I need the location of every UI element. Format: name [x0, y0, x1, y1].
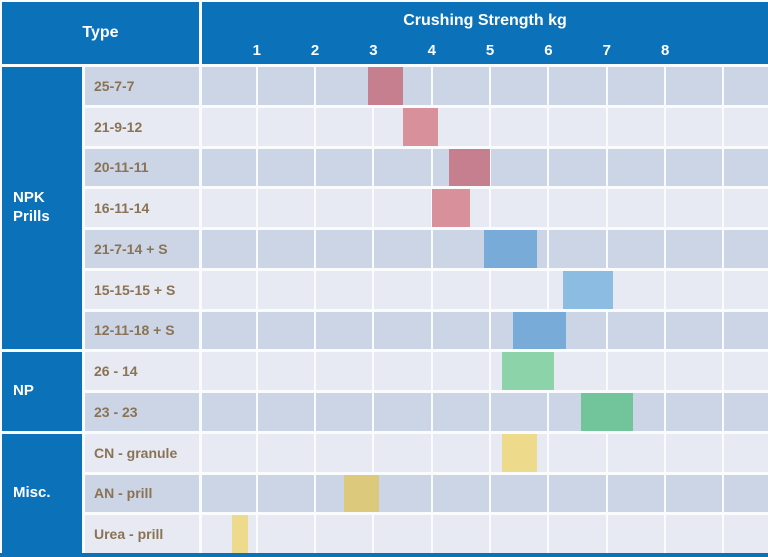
grid-row — [202, 230, 768, 268]
range-bar — [367, 67, 403, 105]
row-label: AN - prill — [85, 474, 199, 513]
range-bar — [449, 148, 491, 187]
grid-row — [202, 67, 768, 105]
row-label: 15-15-15 + S — [85, 270, 199, 309]
row-label: CN - granule — [85, 433, 199, 472]
range-bar — [580, 393, 634, 431]
grid-row — [202, 433, 768, 472]
group-column: NPK Prills NP Misc. — [2, 67, 82, 553]
chart-header: Type Crushing Strength kg 1 2 3 4 5 6 7 8 — [2, 2, 768, 64]
range-bar — [431, 189, 470, 227]
type-column-header-label: Type — [82, 24, 119, 41]
range-bar — [513, 311, 566, 350]
grid-row — [202, 270, 768, 309]
axis-tick-row: 1 2 3 4 5 6 7 8 — [202, 36, 768, 64]
axis-tick-label: 8 — [660, 42, 670, 59]
range-bar — [344, 474, 380, 513]
range-bar — [484, 230, 537, 268]
grid-row — [202, 311, 768, 350]
axis-tick-label: 1 — [252, 42, 261, 59]
axis-tick-label: 3 — [369, 42, 378, 59]
group-cell-misc: Misc. — [2, 433, 82, 553]
row-label: 12-11-18 + S — [85, 311, 199, 350]
row-label: 25-7-7 — [85, 67, 199, 105]
grid-row — [202, 515, 768, 553]
chart-body: NPK Prills NP Misc. 25-7-7 21-9-12 20-11-11 1… — [2, 67, 768, 553]
row-label: 21-9-12 — [85, 107, 199, 146]
row-label: 16-11-14 — [85, 189, 199, 227]
axis-title: Crushing Strength kg — [403, 12, 567, 29]
axis-tick-label: 2 — [310, 42, 320, 59]
axis-tick-label: 7 — [602, 42, 611, 59]
grid-row — [202, 393, 768, 431]
grid-row — [202, 474, 768, 513]
row-label: 20-11-11 — [85, 148, 199, 187]
axis-tick-label: 6 — [544, 42, 553, 59]
range-bar — [563, 270, 613, 309]
range-bar — [402, 107, 438, 146]
axis-header: Crushing Strength kg 1 2 3 4 5 6 7 8 — [202, 2, 768, 64]
grid-row — [202, 352, 768, 390]
range-bar — [501, 352, 555, 390]
axis-tick-label: 5 — [485, 42, 495, 59]
plot-area — [202, 67, 768, 553]
group-cell-npk-prills: NPK Prills — [2, 67, 82, 350]
range-bar — [231, 515, 248, 553]
row-label: 26 - 14 — [85, 352, 199, 390]
type-column-header: Type — [2, 2, 199, 64]
group-cell-np: NP — [2, 352, 82, 431]
grid-row — [202, 189, 768, 227]
row-label-column: 25-7-7 21-9-12 20-11-11 16-11-14 21-7-14 + S… — [85, 67, 199, 553]
row-label: Urea - prill — [85, 515, 199, 553]
bottom-border-strip — [0, 553, 768, 557]
axis-tick-label: 4 — [427, 42, 436, 59]
row-label: 21-7-14 + S — [85, 230, 199, 268]
grid-row — [202, 107, 768, 146]
grid-row — [202, 148, 768, 187]
row-label: 23 - 23 — [85, 393, 199, 431]
range-bar — [501, 433, 537, 472]
grid-rows — [202, 67, 768, 553]
